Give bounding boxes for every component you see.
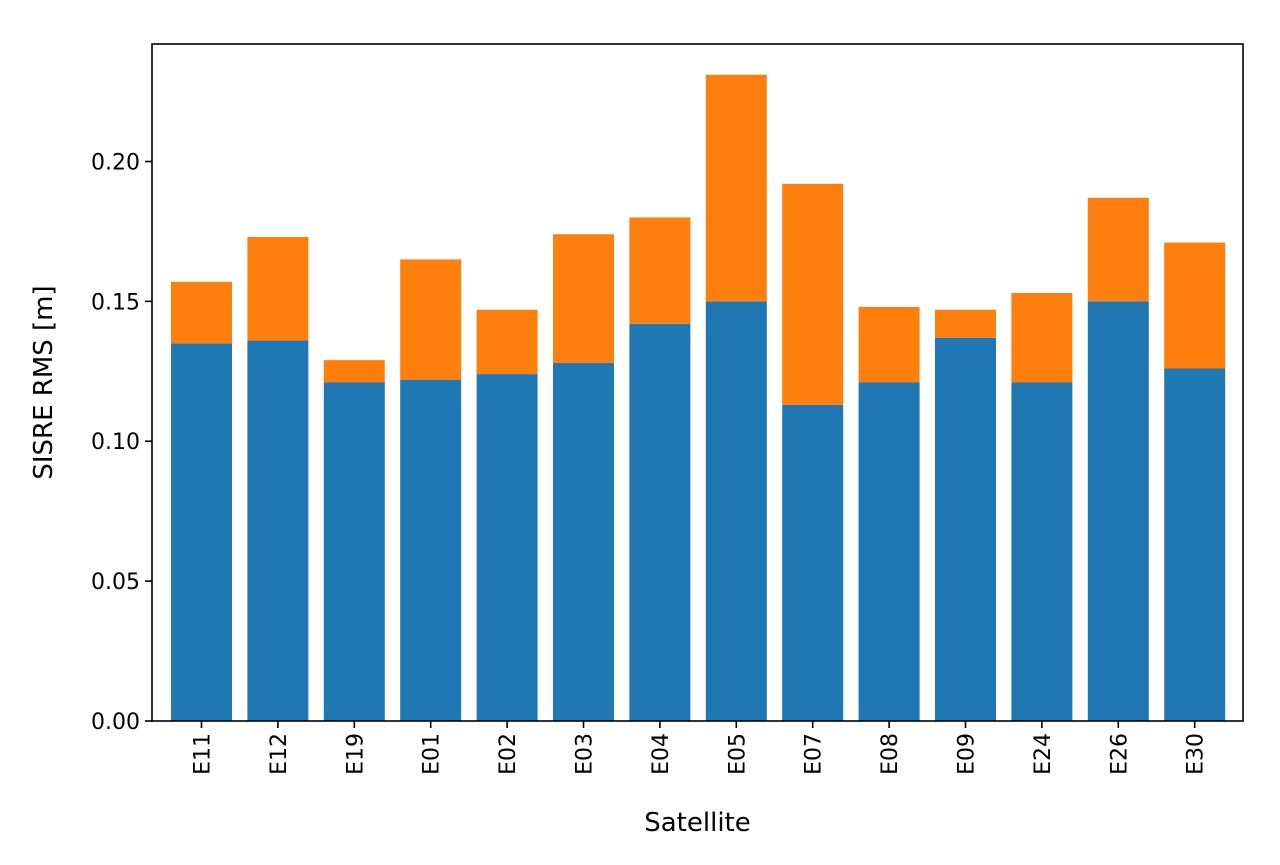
x-tick-label: E26 bbox=[1107, 733, 1132, 775]
bar-e07-series-1 bbox=[782, 404, 844, 721]
bar-e24-series-1 bbox=[1011, 382, 1073, 721]
bar-e12-series-2 bbox=[247, 237, 309, 341]
x-tick-label: E01 bbox=[420, 733, 445, 775]
bar-e08-series-2 bbox=[858, 306, 920, 383]
bar-e03-series-2 bbox=[553, 234, 614, 363]
plot-frame bbox=[151, 43, 1244, 722]
y-ticks-group: 0.00 0.05 0.10 0.15 0.20 bbox=[91, 150, 152, 735]
bar-e30-series-2 bbox=[1164, 242, 1226, 369]
x-tick-label: E07 bbox=[802, 733, 827, 775]
bar-e11-series-2 bbox=[171, 281, 232, 344]
bars-group bbox=[171, 74, 1226, 721]
y-tick-label: 0.05 bbox=[91, 570, 140, 595]
bar-e12-series-1 bbox=[247, 340, 309, 721]
bar-e02-series-1 bbox=[476, 374, 538, 721]
bar-e19-series-1 bbox=[323, 382, 385, 721]
x-tick-label: E02 bbox=[496, 733, 521, 775]
y-tick-label: 0.00 bbox=[91, 710, 140, 735]
x-axis-label: Satellite bbox=[644, 808, 751, 838]
x-tick-label: E12 bbox=[267, 733, 292, 775]
bar-e11-series-1 bbox=[171, 343, 232, 721]
x-tick-label: E09 bbox=[955, 733, 980, 775]
x-tick-label: E08 bbox=[878, 733, 903, 775]
x-ticks-group: E11 E12 E19 E01 E02 E03 E04 E05 E07 E08 E09 E24 E26 E… bbox=[191, 721, 1209, 775]
bar-e09-series-1 bbox=[935, 337, 996, 721]
y-axis-label: SISRE RMS [m] bbox=[29, 285, 59, 479]
bar-e01-series-2 bbox=[400, 259, 462, 380]
y-tick-label: 0.10 bbox=[91, 430, 140, 455]
bar-e26-series-1 bbox=[1087, 301, 1149, 721]
x-tick-label: E24 bbox=[1031, 733, 1056, 775]
x-tick-label: E04 bbox=[649, 733, 674, 775]
y-tick-label: 0.20 bbox=[91, 150, 140, 175]
bar-e01-series-1 bbox=[400, 379, 462, 721]
y-tick-label: 0.15 bbox=[91, 290, 140, 315]
bar-e02-series-2 bbox=[476, 309, 538, 375]
x-tick-label: E11 bbox=[191, 733, 216, 775]
bar-e03-series-1 bbox=[553, 362, 614, 721]
bar-e04-series-1 bbox=[629, 323, 691, 721]
bar-e30-series-1 bbox=[1164, 368, 1226, 721]
bar-e08-series-1 bbox=[858, 382, 920, 721]
bar-e24-series-2 bbox=[1011, 292, 1073, 383]
bar-e05-series-1 bbox=[705, 301, 767, 721]
x-tick-label: E30 bbox=[1184, 733, 1209, 775]
x-tick-label: E03 bbox=[573, 733, 598, 775]
bar-e19-series-2 bbox=[323, 360, 385, 383]
bar-e05-series-2 bbox=[705, 74, 767, 302]
x-tick-label: E19 bbox=[343, 733, 368, 775]
x-tick-label: E05 bbox=[725, 733, 750, 775]
bar-e09-series-2 bbox=[935, 309, 996, 338]
bar-e26-series-2 bbox=[1087, 197, 1149, 302]
bar-e07-series-2 bbox=[782, 183, 844, 405]
bar-e04-series-2 bbox=[629, 217, 691, 324]
